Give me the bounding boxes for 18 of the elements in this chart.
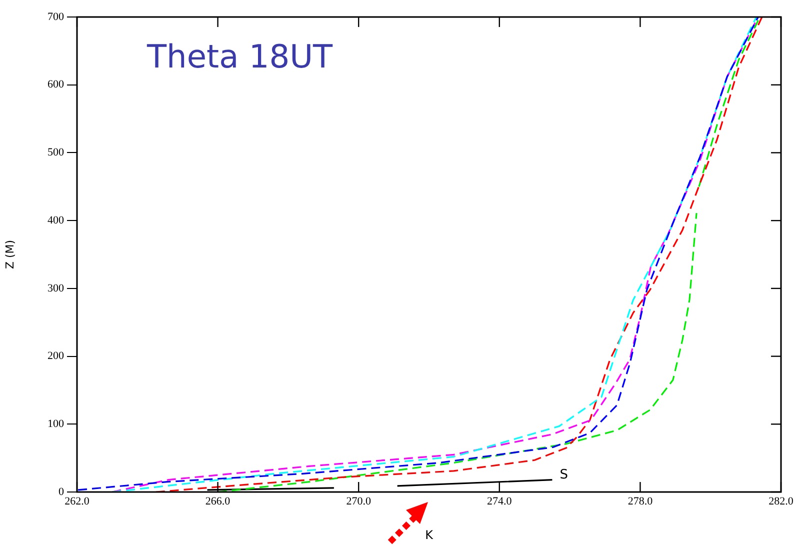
x-tick-label: 266.0 — [205, 495, 231, 508]
y-axis-title: Z (M) — [3, 240, 16, 270]
text: Theta 18UT — [146, 37, 333, 76]
annotation: S — [560, 467, 568, 482]
x-tick-label: 278.0 — [628, 495, 654, 508]
y-tick-label: 500 — [48, 146, 64, 159]
x-axis-title: K — [425, 528, 434, 542]
y-tick-label: 700 — [48, 10, 64, 23]
x-tick-label: 282.0 — [768, 495, 794, 508]
y-tick-label: 300 — [48, 282, 64, 294]
y-tick-label: 200 — [48, 350, 64, 362]
y-tick-label: 400 — [48, 214, 64, 226]
x-tick-label: 262.0 — [64, 495, 90, 508]
x-tick-label: 270.0 — [346, 495, 372, 508]
y-tick-label: 0 — [58, 486, 64, 498]
x-tick-label: 274.0 — [487, 495, 512, 508]
y-tick-label: 100 — [48, 418, 64, 430]
y-tick-label: 600 — [48, 78, 64, 91]
